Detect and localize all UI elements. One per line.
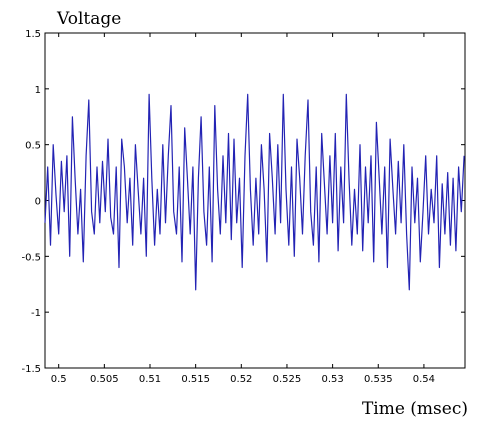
x-tick-label: 0.515 [181,374,210,385]
x-tick-label: 0.54 [413,374,435,385]
x-axis: 0.5 0.505 0.51 0.515 0.52 0.525 0.53 0.535 0.54 [51,33,435,385]
x-axis-title: Time (msec) [362,399,468,419]
x-tick-label: 0.535 [364,374,393,385]
x-tick-label: 0.51 [139,374,161,385]
x-tick-label: 0.53 [321,374,343,385]
voltage-series-line [44,93,465,291]
y-tick-label: -1 [31,308,41,319]
y-tick-label: -0.5 [21,252,41,263]
x-tick-label: 0.505 [90,374,119,385]
y-tick-label: 1.5 [25,29,41,40]
y-tick-label: 0.5 [25,141,41,152]
x-tick-label: 0.52 [230,374,252,385]
y-axis: -1.5 -1 -0.5 0 0.5 1 1.5 [21,29,465,375]
y-tick-label: -1.5 [21,364,41,375]
y-axis-title: Voltage [56,9,121,29]
x-tick-label: 0.525 [273,374,302,385]
x-tick-label: 0.5 [51,374,67,385]
y-tick-label: 0 [35,197,41,208]
y-tick-label: 1 [35,85,41,96]
